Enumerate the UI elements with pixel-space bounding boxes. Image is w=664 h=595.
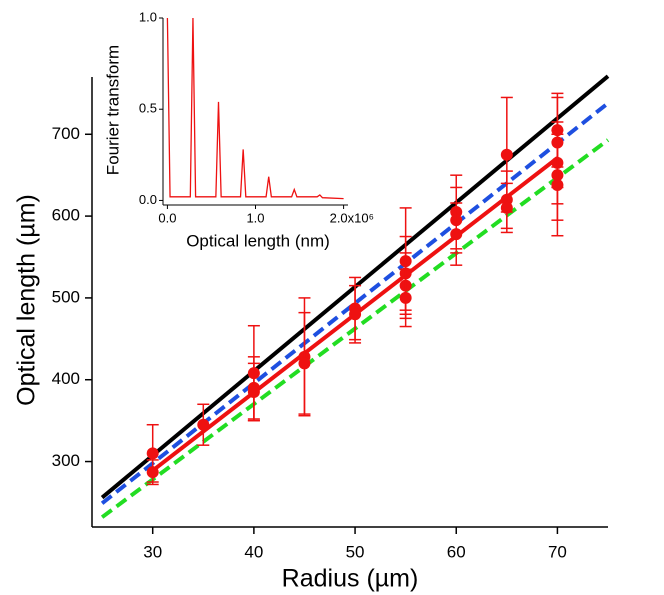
x-tick-label: 30: [143, 542, 162, 561]
data-point: [551, 179, 564, 191]
inset-y-axis-label: Fourier transform: [103, 45, 122, 175]
inset-y-tick-label: 1.0: [139, 9, 157, 24]
data-point: [450, 228, 463, 241]
inset-y-tick-label: 0.5: [139, 101, 157, 116]
data-point: [146, 466, 159, 479]
data-point: [399, 291, 412, 304]
data-point: [146, 447, 159, 460]
inset-x-tick-label: 0.0: [158, 210, 176, 225]
data-point: [349, 308, 362, 321]
y-tick-label: 400: [52, 369, 80, 388]
y-tick-label: 500: [52, 287, 80, 306]
inset-x-tick-label: 2.0x10⁶: [330, 210, 374, 225]
data-point: [500, 148, 513, 161]
x-tick-label: 70: [548, 542, 567, 561]
inset-y-tick-label: 0.0: [139, 192, 157, 207]
data-point: [247, 386, 260, 398]
y-tick-label: 300: [52, 451, 80, 470]
x-tick-label: 50: [346, 542, 365, 561]
x-axis-label: Radius (µm): [282, 565, 419, 593]
x-tick-label: 60: [447, 542, 466, 561]
data-point: [500, 201, 513, 214]
spectrum-line: [166, 17, 344, 200]
x-tick-label: 40: [244, 542, 263, 561]
inset-x-axis-label: Optical length (nm): [186, 231, 330, 250]
y-tick-label: 600: [52, 206, 80, 225]
y-tick-label: 700: [52, 124, 80, 143]
data-point: [298, 357, 311, 370]
inset-x-tick-label: 1.0: [246, 210, 264, 225]
y-axis-label: Optical length (µm): [13, 194, 41, 406]
data-point: [197, 418, 210, 431]
